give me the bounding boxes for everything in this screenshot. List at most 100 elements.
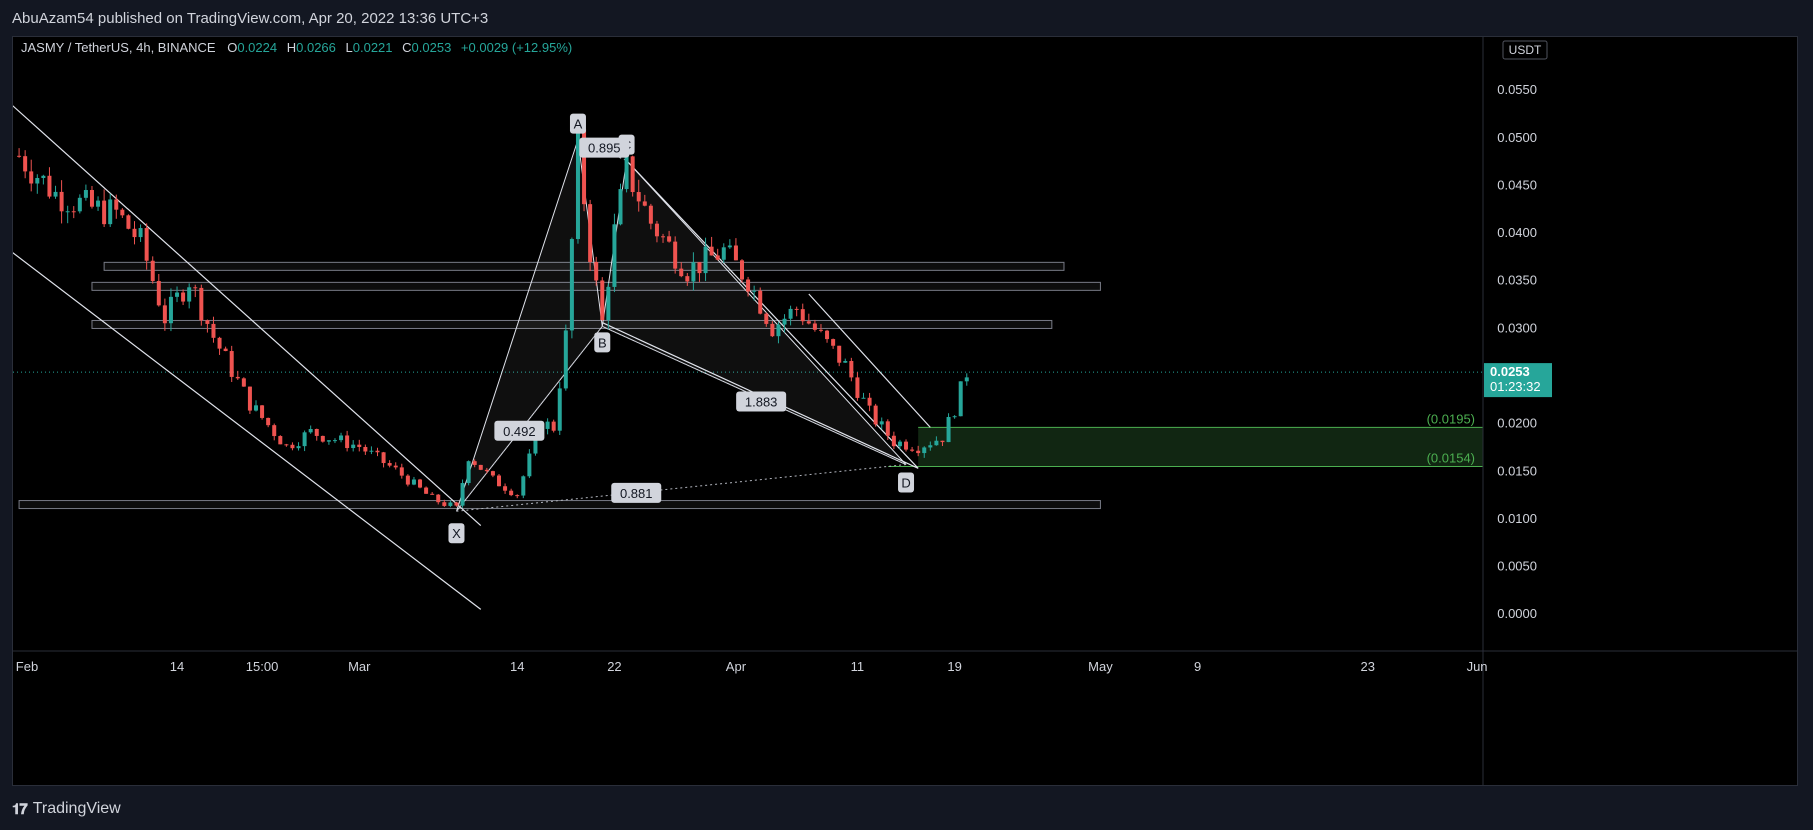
currency-badge-label: USDT xyxy=(1509,43,1542,57)
candle-body xyxy=(667,236,672,242)
candle-body xyxy=(910,449,915,451)
candle-body xyxy=(272,425,277,437)
candle-body xyxy=(825,330,830,340)
candle-body xyxy=(630,156,635,193)
candle-body xyxy=(934,440,939,446)
candle-body xyxy=(521,476,526,496)
candle-body xyxy=(582,129,587,205)
time-tick-label: Mar xyxy=(348,659,371,674)
ratio-xb-label: 0.492 xyxy=(503,424,536,439)
candle-body xyxy=(187,287,192,302)
candlestick-chart[interactable]: (0.0195) (0.0154) X A B C D 0.492 0.895 1.883 0.8… xyxy=(6,37,1797,785)
publish-header: AbuAzam54 published on TradingView.com, … xyxy=(0,0,1813,36)
point-a-label: A xyxy=(574,117,583,132)
point-d-label-box xyxy=(898,472,915,493)
candle-body xyxy=(709,246,714,256)
candle-body xyxy=(41,175,46,178)
candle-body xyxy=(120,209,125,216)
candle-body xyxy=(211,323,216,338)
candle-body xyxy=(818,329,823,331)
candle-body xyxy=(284,444,289,446)
candle-body xyxy=(71,211,76,213)
ratio-xd-label: 0.881 xyxy=(620,486,653,501)
last-price-marker: 0.0253 01:23:32 xyxy=(1484,363,1552,398)
price-tick-label: 0.0300 xyxy=(1497,320,1537,335)
candle-body xyxy=(727,245,732,248)
candle-body xyxy=(138,228,143,238)
candle-body xyxy=(837,345,842,363)
candle-body xyxy=(247,386,252,411)
time-tick-label: 9 xyxy=(1194,659,1201,674)
trend-line xyxy=(6,100,482,526)
candle-body xyxy=(861,397,866,399)
candle-body xyxy=(484,469,489,472)
candle-body xyxy=(181,292,186,302)
candle-body xyxy=(478,464,483,470)
candle-body xyxy=(533,434,538,454)
footer-brand: TradingView xyxy=(32,800,121,817)
candle-body xyxy=(108,199,113,225)
candle-body xyxy=(557,388,562,431)
candle-body xyxy=(405,475,410,485)
candle-body xyxy=(904,441,909,450)
candle-body xyxy=(703,246,708,274)
candle-body xyxy=(296,446,301,449)
candle-body xyxy=(812,323,817,330)
currency-badge[interactable] xyxy=(1502,40,1548,60)
candle-body xyxy=(53,191,58,197)
candle-body xyxy=(964,377,969,382)
price-tick-label: 0.0400 xyxy=(1497,225,1537,240)
candle-body xyxy=(387,463,392,466)
candle-body xyxy=(424,487,429,494)
close-value: 0.0253 xyxy=(412,40,452,55)
candle-body xyxy=(855,377,860,398)
time-axis[interactable]: Feb 14 15:00 Mar 14 22 Apr 11 19 May 9 23 Jun xyxy=(16,659,1488,674)
candle-body xyxy=(685,276,690,282)
time-tick-label: 11 xyxy=(851,659,865,674)
candle-body xyxy=(29,171,34,184)
candle-body xyxy=(624,156,629,190)
chart-frame[interactable]: (0.0195) (0.0154) X A B C D 0.492 0.895 1.883 0.8… xyxy=(6,36,1798,786)
candle-body xyxy=(375,450,380,453)
candle-body xyxy=(77,197,82,212)
price-axis[interactable]: 0.0550 0.0500 0.0450 0.0400 0.0350 0.0300 0.02… xyxy=(1497,82,1537,621)
candle-body xyxy=(418,479,423,488)
candle-body xyxy=(241,378,246,387)
time-tick-label: Jun xyxy=(1467,659,1488,674)
candle-body xyxy=(952,416,957,418)
target-zone-upper-label: (0.0195) xyxy=(1427,411,1475,426)
candle-body xyxy=(721,247,726,260)
time-tick-label: 14 xyxy=(170,659,184,674)
point-a-label-box xyxy=(569,113,586,134)
candle-body xyxy=(308,428,313,433)
candle-body xyxy=(551,421,556,431)
price-tick-label: 0.0550 xyxy=(1497,82,1537,97)
low-value: 0.0221 xyxy=(353,40,393,55)
candle-body xyxy=(928,445,933,448)
candle-body xyxy=(205,320,210,324)
candle-body xyxy=(490,471,495,476)
change-value: +0.0029 (+12.95%) xyxy=(461,40,572,55)
price-tick-label: 0.0150 xyxy=(1497,463,1537,478)
price-tick-label: 0.0200 xyxy=(1497,416,1537,431)
candle-body xyxy=(466,461,471,484)
candle-body xyxy=(399,467,404,476)
candle-body xyxy=(509,490,514,496)
candle-body xyxy=(503,486,508,491)
candle-body xyxy=(150,260,155,281)
candle-body xyxy=(436,494,441,503)
candle-body xyxy=(193,287,198,289)
candle-body xyxy=(940,440,945,443)
candle-body xyxy=(642,201,647,206)
candle-body xyxy=(770,323,775,337)
candle-body xyxy=(648,205,653,224)
candle-body xyxy=(788,308,793,319)
candle-body xyxy=(126,215,131,229)
candle-body xyxy=(351,444,356,449)
candle-body xyxy=(430,493,435,495)
candle-body xyxy=(260,405,265,418)
candles xyxy=(17,120,969,508)
candle-body xyxy=(381,452,386,464)
candle-body xyxy=(740,260,744,280)
target-zone-fill xyxy=(918,427,1483,467)
